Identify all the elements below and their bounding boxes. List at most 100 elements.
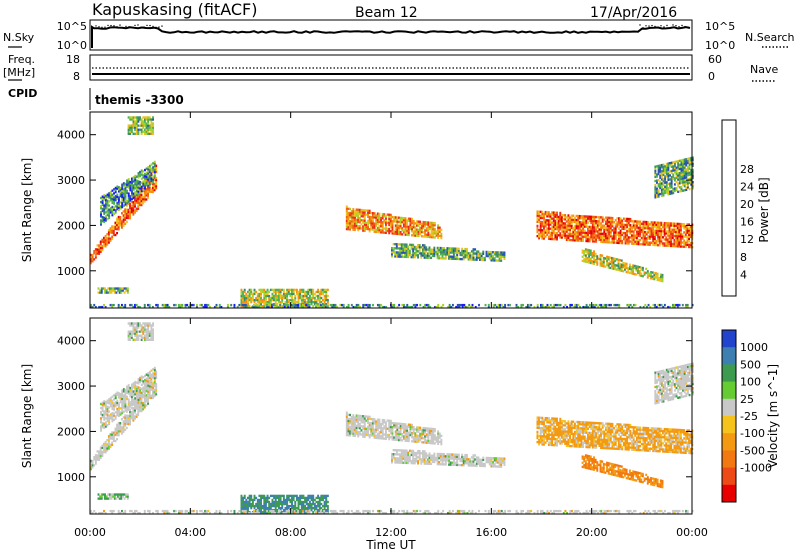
power-cell [132,186,135,189]
power-cell [659,184,662,188]
velocity-cell [264,504,267,508]
power-cell [616,241,619,244]
power-cell [556,236,558,239]
power-cell [470,256,473,259]
power-cell [378,305,381,309]
power-cell [273,298,276,302]
power-cell [122,216,125,219]
velocity-cell [263,506,266,510]
power-cell [675,180,678,184]
power-cell [103,236,105,240]
power-cell [448,249,450,252]
power-cell [642,305,645,309]
velocity-cell [142,401,145,405]
velocity-cell [139,324,141,327]
power-cell [654,169,657,172]
power-cell [357,224,360,228]
velocity-cell [152,374,155,377]
power-cell [441,251,444,254]
power-cell [300,288,303,292]
power-cell [598,220,601,223]
velocity-cell [111,437,114,440]
power-cell [91,305,94,309]
power-cell [424,305,427,309]
power-cell [657,170,660,174]
power-cell [116,225,119,229]
power-cell [266,290,269,294]
power-cell [295,288,298,292]
power-cell [426,254,429,257]
power-cell [658,221,661,225]
power-cell [444,251,447,254]
power-cell [556,225,558,229]
power-cell [147,168,150,171]
power-cell [399,231,402,234]
velocity-cell [132,386,135,389]
power-cell [536,305,539,309]
velocity-cell [105,497,108,500]
power-cell [645,267,648,271]
velocity-cell [143,402,146,405]
power-cell [488,257,491,260]
power-cell [654,173,657,177]
power-cell [650,273,653,276]
power-cell [91,255,94,259]
power-cell [389,221,392,225]
power-cell [220,305,223,309]
power-cell [352,228,355,231]
velocity-cell [113,493,116,496]
power-cell [632,224,635,227]
power-cell [376,218,379,221]
power-cell [430,250,433,253]
power-cell [354,214,356,217]
power-cell [560,224,563,227]
power-cell [278,300,280,304]
power-cell [310,292,313,296]
power-cell [569,228,572,232]
power-cell [106,207,109,211]
power-cell [619,267,622,270]
power-cell [614,227,617,230]
power-cell [595,215,598,219]
power-cell [391,305,394,309]
power-cell [139,191,142,194]
power-cell [269,296,272,300]
power-cell [655,229,658,232]
power-cell [530,303,533,307]
power-cell [119,218,122,221]
velocity-cell [127,322,130,325]
power-cell [596,222,599,225]
power-cell [119,305,122,309]
power-cell [583,253,586,257]
power-cell [633,272,636,276]
power-cell [323,303,326,307]
velocity-cell [129,412,132,416]
power-cell [685,303,688,307]
power-cell [575,235,578,238]
velocity-cell [100,417,102,420]
power-cell [436,246,439,250]
power-cell [668,234,671,237]
power-cell [118,291,121,294]
power-cell [667,305,670,309]
velocity-cell [113,404,116,407]
velocity-cell [121,389,124,392]
power-cell [406,231,409,234]
velocity-cell [245,504,248,508]
power-cell [454,255,457,258]
power-cell [394,228,397,231]
power-cell [560,218,563,221]
power-cell [596,263,599,266]
power-cell [142,184,145,187]
power-cell [583,223,586,226]
velocity-cell [124,409,127,412]
power-cell [670,192,673,195]
power-cell [99,240,102,243]
velocity-cell [129,336,132,339]
power-cell [683,223,686,226]
power-cell [654,190,657,193]
power-cell [109,237,112,240]
power-cell [108,192,111,195]
power-cell [360,212,363,216]
power-cell [114,205,117,208]
